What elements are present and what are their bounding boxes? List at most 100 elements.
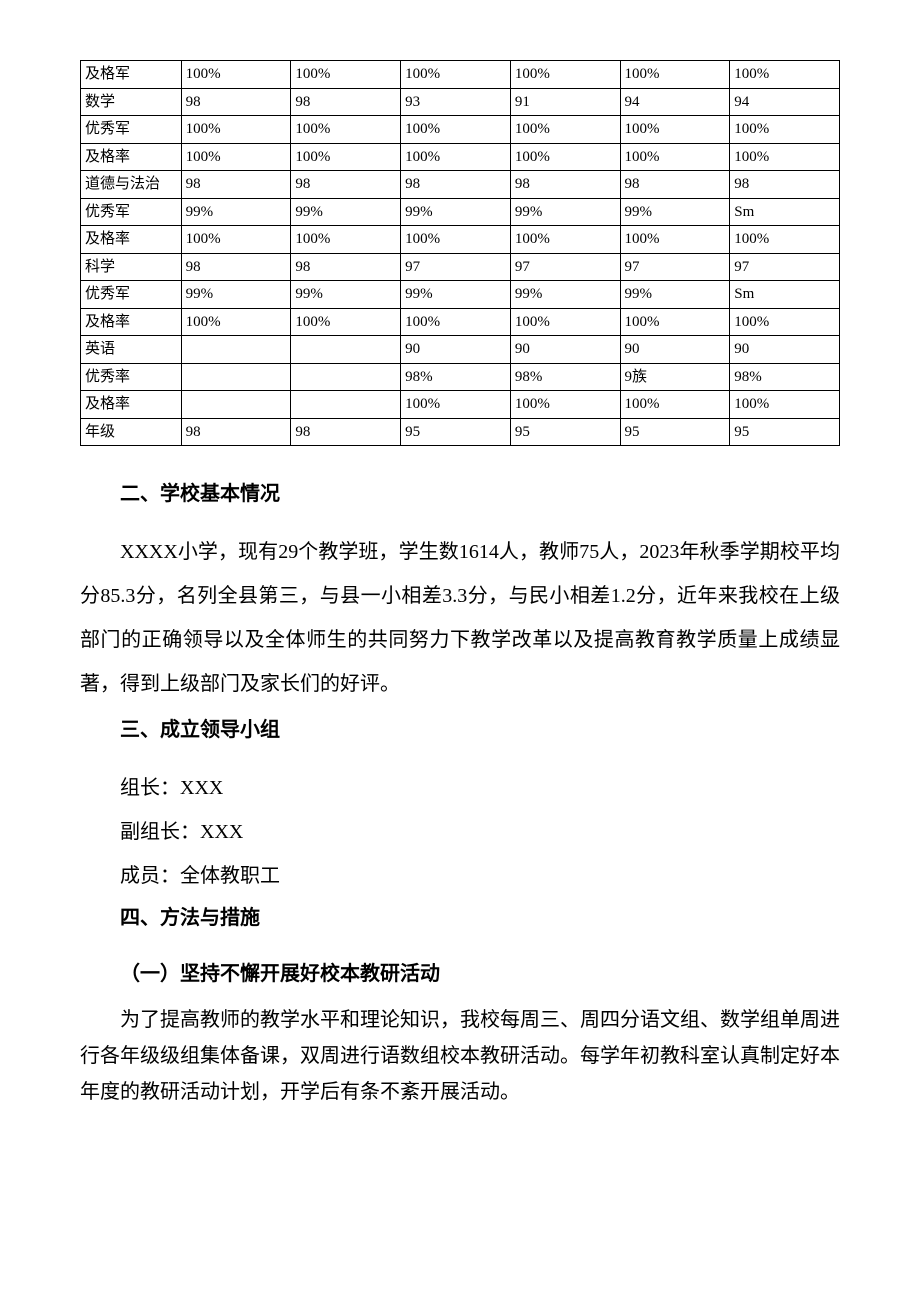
data-cell: 100% <box>620 143 730 171</box>
data-cell: 98 <box>181 88 291 116</box>
data-cell: 95 <box>730 418 840 446</box>
data-cell <box>291 363 401 391</box>
data-cell: 100% <box>401 391 511 419</box>
data-cell: 100% <box>620 391 730 419</box>
data-cell: 100% <box>291 308 401 336</box>
data-cell: 98% <box>401 363 511 391</box>
data-cell: 97 <box>730 253 840 281</box>
data-cell: 99% <box>620 281 730 309</box>
data-cell <box>181 391 291 419</box>
table-row: 优秀率98%98%9族98% <box>81 363 840 391</box>
section-2-para: XXXX小学，现有29个教学班，学生数1614人，教师75人，2023年秋季学期… <box>80 530 840 706</box>
score-table: 及格军100%100%100%100%100%100%数学98989391949… <box>80 60 840 446</box>
data-cell: 100% <box>510 116 620 144</box>
data-cell: 100% <box>291 226 401 254</box>
data-cell: 98 <box>291 88 401 116</box>
data-cell: 100% <box>401 61 511 89</box>
data-cell: 98 <box>181 171 291 199</box>
data-cell: 100% <box>181 308 291 336</box>
data-cell <box>291 391 401 419</box>
data-cell <box>181 363 291 391</box>
row-label-cell: 英语 <box>81 336 182 364</box>
data-cell: 99% <box>291 198 401 226</box>
data-cell: 99% <box>181 281 291 309</box>
row-label-cell: 科学 <box>81 253 182 281</box>
row-label-cell: 优秀率 <box>81 363 182 391</box>
data-cell: 100% <box>291 143 401 171</box>
data-cell: 100% <box>730 308 840 336</box>
data-cell <box>181 336 291 364</box>
data-cell: 90 <box>730 336 840 364</box>
data-cell: 91 <box>510 88 620 116</box>
data-cell: 100% <box>730 61 840 89</box>
data-cell: 100% <box>620 61 730 89</box>
data-cell: 98 <box>181 418 291 446</box>
table-row: 科学989897979797 <box>81 253 840 281</box>
row-label-cell: 及格率 <box>81 143 182 171</box>
table-row: 年级989895959595 <box>81 418 840 446</box>
data-cell: 97 <box>620 253 730 281</box>
data-cell: 95 <box>401 418 511 446</box>
table-row: 数学989893919494 <box>81 88 840 116</box>
data-cell: 98% <box>510 363 620 391</box>
data-cell: 99% <box>291 281 401 309</box>
data-cell: 100% <box>510 391 620 419</box>
data-cell: 100% <box>730 116 840 144</box>
table-row: 及格率100%100%100%100% <box>81 391 840 419</box>
data-cell: 100% <box>510 143 620 171</box>
data-cell: 98 <box>620 171 730 199</box>
section-3-line3: 成员：全体教职工 <box>80 854 840 898</box>
data-cell: 100% <box>730 391 840 419</box>
data-cell: 100% <box>181 143 291 171</box>
section-4-para1: 为了提高教师的教学水平和理论知识，我校每周三、周四分语文组、数学组单周进行各年级… <box>80 1002 840 1110</box>
data-cell: 90 <box>510 336 620 364</box>
data-cell: 100% <box>401 143 511 171</box>
score-table-body: 及格军100%100%100%100%100%100%数学98989391949… <box>81 61 840 446</box>
row-label-cell: 及格军 <box>81 61 182 89</box>
data-cell: 90 <box>620 336 730 364</box>
data-cell: 94 <box>730 88 840 116</box>
row-label-cell: 道德与法治 <box>81 171 182 199</box>
data-cell: 95 <box>510 418 620 446</box>
table-row: 优秀军99%99%99%99%99%Sm <box>81 198 840 226</box>
data-cell: 98 <box>291 418 401 446</box>
row-label-cell: 优秀军 <box>81 281 182 309</box>
data-cell: 99% <box>620 198 730 226</box>
data-cell: 100% <box>291 116 401 144</box>
data-cell: 98 <box>291 253 401 281</box>
data-cell: 99% <box>181 198 291 226</box>
data-cell: 100% <box>291 61 401 89</box>
data-cell: 100% <box>401 226 511 254</box>
data-cell: 100% <box>181 226 291 254</box>
table-row: 及格率100%100%100%100%100%100% <box>81 308 840 336</box>
data-cell: 97 <box>401 253 511 281</box>
row-label-cell: 及格率 <box>81 391 182 419</box>
data-cell: 97 <box>510 253 620 281</box>
data-cell: 9族 <box>620 363 730 391</box>
data-cell: Sm <box>730 198 840 226</box>
row-label-cell: 及格率 <box>81 308 182 336</box>
table-row: 优秀军99%99%99%99%99%Sm <box>81 281 840 309</box>
table-row: 及格军100%100%100%100%100%100% <box>81 61 840 89</box>
row-label-cell: 数学 <box>81 88 182 116</box>
data-cell: 98 <box>401 171 511 199</box>
section-2-heading: 二、学校基本情况 <box>80 474 840 514</box>
data-cell: 98 <box>510 171 620 199</box>
data-cell: 100% <box>620 308 730 336</box>
data-cell: 100% <box>181 61 291 89</box>
row-label-cell: 年级 <box>81 418 182 446</box>
data-cell: 98% <box>730 363 840 391</box>
table-row: 及格率100%100%100%100%100%100% <box>81 143 840 171</box>
row-label-cell: 及格率 <box>81 226 182 254</box>
data-cell: 100% <box>730 143 840 171</box>
row-label-cell: 优秀军 <box>81 116 182 144</box>
data-cell: 99% <box>401 281 511 309</box>
table-row: 及格率100%100%100%100%100%100% <box>81 226 840 254</box>
data-cell <box>291 336 401 364</box>
data-cell: 98 <box>730 171 840 199</box>
data-cell: 99% <box>510 281 620 309</box>
table-row: 优秀军100%100%100%100%100%100% <box>81 116 840 144</box>
data-cell: 94 <box>620 88 730 116</box>
table-row: 道德与法治989898989898 <box>81 171 840 199</box>
data-cell: 95 <box>620 418 730 446</box>
